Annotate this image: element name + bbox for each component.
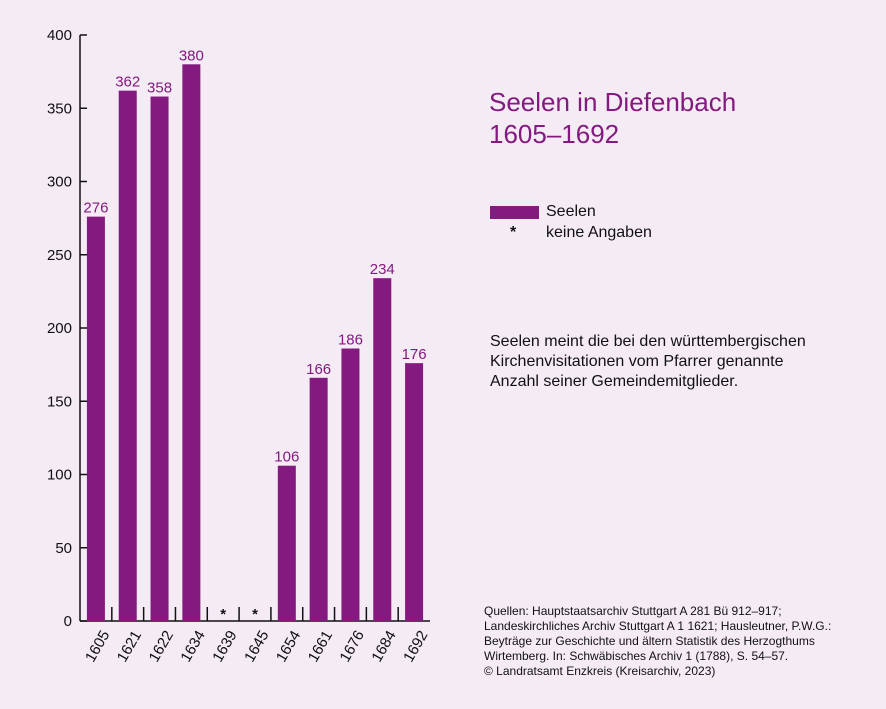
bar-1661: [309, 377, 328, 621]
chart-title-line: Seelen in Diefenbach: [489, 87, 737, 117]
y-tick-label: 400: [47, 27, 72, 44]
x-tick-label-1645: 1645: [241, 628, 272, 665]
y-tick-label: 250: [47, 247, 72, 264]
sources-line: Beyträge zur Geschichte und ältern Stati…: [484, 634, 815, 648]
data-label-1621: 362: [115, 74, 140, 91]
legend-label-missing: keine Angaben: [546, 224, 652, 241]
bar-1621: [118, 90, 137, 622]
data-label-1634: 380: [179, 47, 204, 64]
legend-swatch: [490, 206, 539, 219]
missing-marker-1639: *: [220, 606, 226, 623]
y-tick-label: 350: [47, 100, 72, 117]
x-tick-label-1654: 1654: [273, 628, 304, 665]
note-line: Seelen meint die bei den württembergisch…: [490, 333, 806, 350]
data-label-1676: 186: [338, 332, 363, 349]
x-tick-label-1661: 1661: [305, 628, 336, 665]
x-tick-label-1621: 1621: [114, 628, 145, 665]
data-label-1654: 106: [274, 449, 299, 466]
bar-1692: [405, 363, 424, 621]
explanatory-note: Seelen meint die bei den württembergisch…: [490, 332, 870, 392]
note-line: Anzahl seiner Gemeindemitglieder.: [490, 373, 739, 390]
y-tick-label: 0: [64, 613, 72, 630]
legend-missing-symbol: *: [510, 224, 517, 241]
y-tick-label: 100: [47, 467, 72, 484]
data-label-1661: 166: [306, 361, 331, 378]
sources-line: Landeskirchliches Archiv Stuttgart A 1 1…: [484, 619, 832, 633]
x-tick-label-1622: 1622: [146, 628, 177, 665]
sources-line: Quellen: Hauptstaatsarchiv Stuttgart A 2…: [484, 604, 782, 618]
bar-1676: [341, 348, 360, 621]
x-tick-label-1676: 1676: [337, 628, 368, 665]
x-tick-label-1634: 1634: [177, 628, 208, 665]
x-tick-label-1605: 1605: [82, 628, 113, 665]
sources-line: Wirtemberg. In: Schwäbisches Archiv 1 (1…: [484, 649, 789, 663]
x-tick-label-1639: 1639: [209, 628, 240, 665]
legend-label-seelen: Seelen: [546, 203, 596, 220]
chart-title: Seelen in Diefenbach 1605–1692: [489, 86, 736, 150]
y-tick-label: 300: [47, 174, 72, 191]
missing-marker-1645: *: [252, 606, 258, 623]
note-line: Kirchenvisitationen vom Pfarrer genannte: [490, 353, 784, 370]
x-tick-label-1684: 1684: [368, 628, 399, 665]
y-tick-label: 50: [55, 540, 72, 557]
data-label-1692: 176: [402, 346, 427, 363]
y-tick-label: 150: [47, 393, 72, 410]
bar-1622: [150, 96, 169, 621]
data-label-1605: 276: [83, 200, 108, 217]
sources-credits: Quellen: Hauptstaatsarchiv Stuttgart A 2…: [484, 604, 879, 679]
x-tick-label-1692: 1692: [400, 628, 431, 665]
data-label-1622: 358: [147, 80, 172, 97]
data-label-1684: 234: [370, 261, 395, 278]
bar-1654: [277, 465, 296, 621]
y-tick-label: 200: [47, 320, 72, 337]
bar-1634: [182, 64, 201, 622]
bar-1684: [373, 278, 392, 621]
chart-subtitle-line: 1605–1692: [489, 119, 620, 149]
bar-1605: [86, 216, 105, 621]
sources-line: © Landratsamt Enzkreis (Kreisarchiv, 202…: [484, 664, 716, 678]
